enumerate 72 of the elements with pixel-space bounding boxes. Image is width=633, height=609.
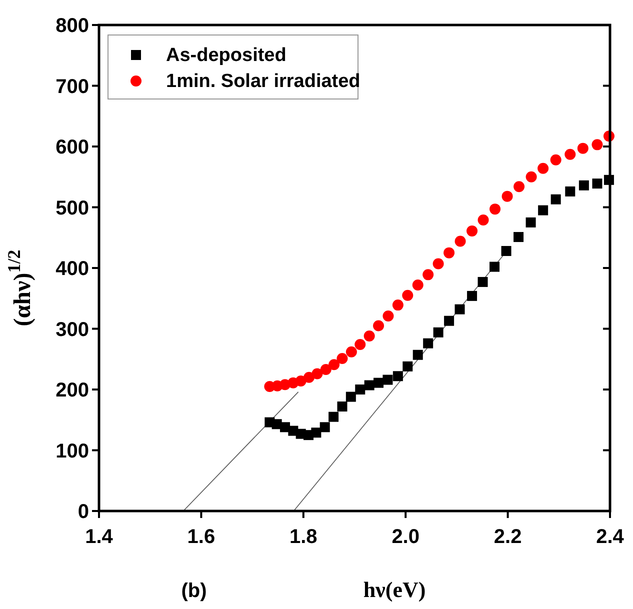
point: [502, 190, 513, 202]
y-tick-label: 600: [56, 136, 89, 158]
point: [478, 276, 488, 287]
point: [490, 262, 500, 272]
x-axis-title: hν(eV): [363, 577, 426, 602]
y-tick-label: 0: [78, 501, 89, 523]
point: [444, 247, 455, 258]
point: [402, 361, 413, 372]
point: [328, 359, 340, 370]
point: [412, 280, 424, 291]
point: [392, 371, 403, 382]
x-tick-label: 2.2: [494, 526, 522, 548]
point: [454, 236, 466, 247]
point: [466, 225, 478, 236]
point: [402, 290, 414, 301]
point: [364, 330, 375, 342]
point: [311, 428, 322, 438]
point: [467, 290, 478, 301]
point: [578, 180, 589, 190]
point: [423, 338, 434, 348]
point: [526, 217, 536, 228]
point: [320, 422, 330, 432]
point: [382, 374, 393, 385]
point: [373, 320, 384, 332]
point: [346, 392, 356, 402]
x-tick-label: 1.6: [187, 526, 216, 548]
point: [346, 346, 357, 358]
text: (b): [181, 580, 207, 602]
point: [355, 384, 366, 394]
point: [432, 258, 444, 270]
point: [565, 186, 576, 196]
point: [422, 269, 434, 280]
x-tick-label: 2.4: [596, 526, 625, 548]
point: [564, 148, 576, 160]
point: [501, 246, 512, 256]
point: [514, 181, 525, 192]
point: [444, 316, 454, 326]
point: [412, 350, 423, 360]
point: [304, 372, 315, 383]
x-tick-label: 2.0: [392, 526, 420, 548]
point: [538, 205, 548, 216]
point: [526, 171, 537, 182]
y-tick-label: 300: [56, 318, 89, 341]
y-tick-label: 700: [56, 76, 89, 98]
point: [550, 154, 562, 166]
y-tick-label: 100: [56, 440, 89, 462]
point: [577, 142, 588, 154]
point: [592, 178, 602, 189]
legend-label: 1min. Solar irradiated: [166, 71, 360, 92]
point: [538, 162, 549, 174]
point: [478, 214, 489, 226]
x-tick-label: 1.8: [289, 526, 318, 548]
y-tick-label: 500: [56, 197, 89, 220]
point: [433, 327, 444, 338]
x-tick-label: 1.4: [85, 526, 114, 548]
y-tick-label: 400: [56, 258, 89, 280]
point: [354, 339, 366, 350]
point: [382, 310, 394, 322]
y-tick-label: 200: [56, 380, 89, 402]
point: [490, 204, 501, 215]
point: [514, 232, 524, 242]
point: [592, 139, 603, 150]
point: [336, 353, 348, 364]
point: [328, 412, 339, 422]
point: [337, 402, 348, 412]
point: [312, 368, 323, 380]
point: [550, 194, 561, 204]
point: [320, 364, 332, 375]
point: [392, 300, 404, 311]
legend-label: As-deposited: [166, 45, 286, 66]
y-tick-label: 800: [56, 15, 89, 37]
point: [454, 304, 465, 314]
